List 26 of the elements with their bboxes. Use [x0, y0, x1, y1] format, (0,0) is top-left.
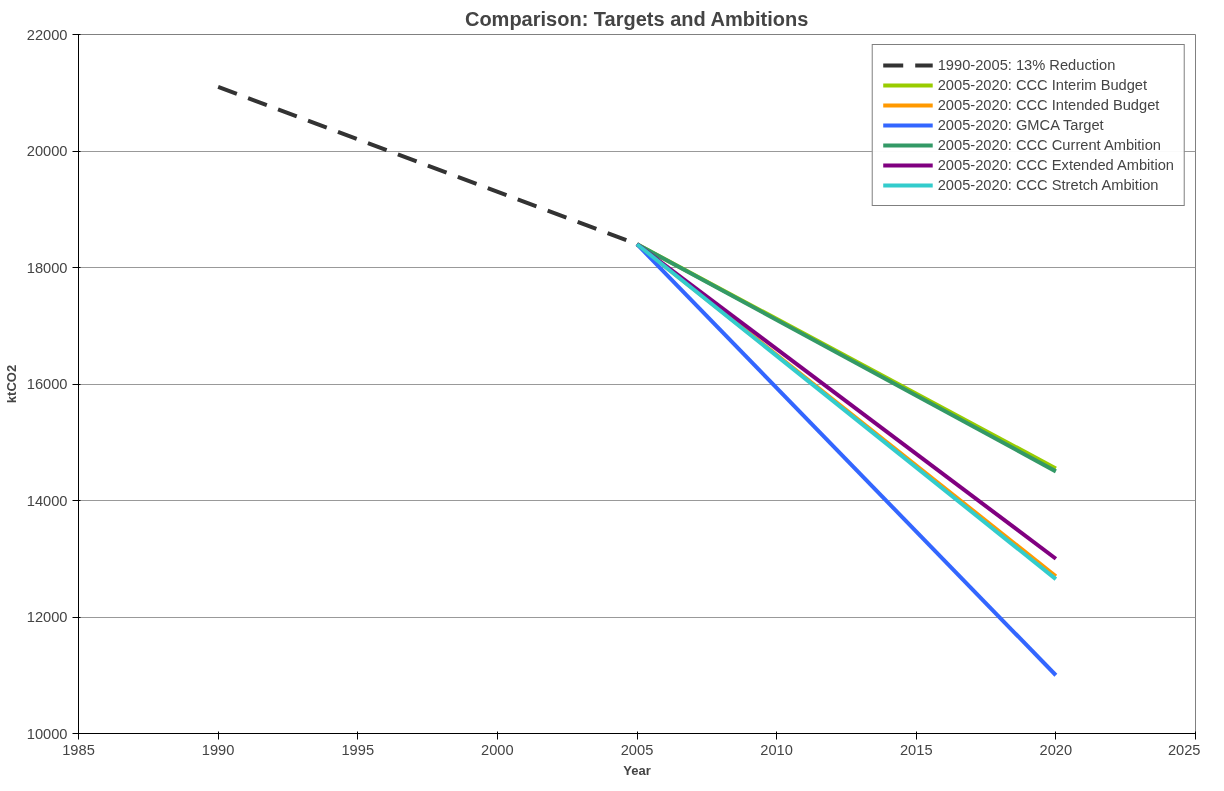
y-tick-label: 12000 [26, 609, 68, 625]
y-axis-title: ktCO2 [3, 364, 19, 404]
x-tick-label: 1990 [201, 741, 235, 758]
y-tick-label: 14000 [26, 492, 68, 509]
legend-label: 2005-2020: GMCA Target [937, 117, 1104, 133]
x-axis-title: Year [623, 762, 651, 778]
x-tick-label: 1985 [62, 741, 95, 758]
x-tick-label: 2015 [899, 741, 933, 758]
legend-label: 2005-2020: CCC Interim Budget [937, 77, 1148, 93]
x-tick-label: 2010 [760, 741, 793, 758]
y-tick-label: 22000 [26, 26, 68, 43]
y-tick-label: 18000 [26, 259, 68, 276]
legend-label: 2005-2020: CCC Intended Budget [937, 97, 1160, 113]
x-tick-label: 2000 [481, 741, 514, 758]
x-tick-label: 1995 [341, 741, 375, 758]
x-tick-label: 2020 [1039, 741, 1073, 758]
y-tick-label: 16000 [26, 376, 68, 392]
y-tick-label: 20000 [26, 143, 68, 159]
y-tick-label: 10000 [26, 725, 68, 742]
legend-label: 1990-2005: 13% Reduction [937, 57, 1116, 73]
x-tick-label: 2005 [620, 741, 654, 758]
legend-label: 2005-2020: CCC Current Ambition [937, 137, 1161, 153]
legend-label: 2005-2020: CCC Extended Ambition [937, 157, 1174, 173]
chart-title: Comparison: Targets and Ambitions [464, 7, 809, 30]
legend-label: 2005-2020: CCC Stretch Ambition [937, 177, 1159, 193]
x-tick-label: 2025 [1167, 741, 1201, 758]
